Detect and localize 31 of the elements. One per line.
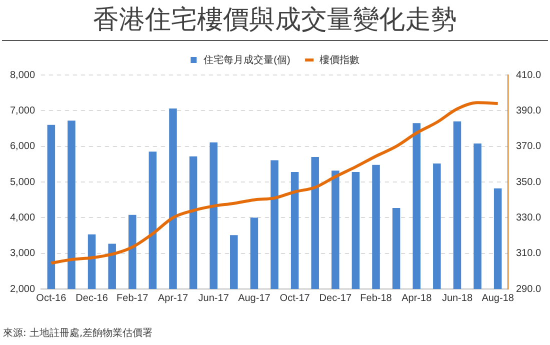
- x-tick-label: Aug-17: [238, 292, 271, 304]
- y-tick-label: 5,000: [10, 176, 36, 188]
- x-tick-label: Dec-17: [319, 292, 352, 304]
- x-tick-label: Apr-17: [158, 292, 188, 304]
- x-tick-label: Oct-16: [36, 292, 67, 304]
- y-tick-label: 3,000: [10, 248, 36, 260]
- y2-tick-label: 290.0: [516, 284, 542, 295]
- x-tick-label: Jun-17: [198, 292, 230, 304]
- y2-tick-label: 330.0: [516, 212, 542, 224]
- y2-tick-label: 350.0: [516, 176, 542, 188]
- x-tick-label: Aug-18: [482, 292, 514, 304]
- y-tick-label: 8,000: [10, 70, 36, 81]
- x-tick-label: Feb-18: [360, 292, 392, 304]
- x-tick-label: Dec-16: [76, 292, 108, 304]
- y2-tick-label: 370.0: [516, 141, 542, 152]
- x-tick-label: Feb-17: [116, 292, 149, 304]
- y2-tick-label: 310.0: [516, 248, 542, 260]
- y-tick-label: 6,000: [10, 141, 36, 152]
- y-tick-label: 2,000: [10, 284, 36, 295]
- y2-tick-label: 410.0: [516, 70, 542, 81]
- y-tick-label: 4,000: [10, 212, 36, 224]
- legend-label: 樓價指數: [319, 54, 360, 66]
- text: 來源: 土地註冊處,差餉物業估價署: [3, 326, 153, 340]
- x-tick-label: Jun-18: [442, 292, 473, 304]
- legend-label: 住宅每月成交量(個): [204, 54, 290, 66]
- line-series: [50, 101, 500, 265]
- chart-title: 香港住宅樓價與成交量變化走勢: [2, 0, 548, 41]
- y2-tick-label: 390.0: [516, 105, 542, 116]
- x-tick-label: Apr-18: [402, 292, 432, 304]
- y-tick-label: 7,000: [10, 105, 36, 116]
- x-tick-label: Oct-17: [280, 292, 310, 304]
